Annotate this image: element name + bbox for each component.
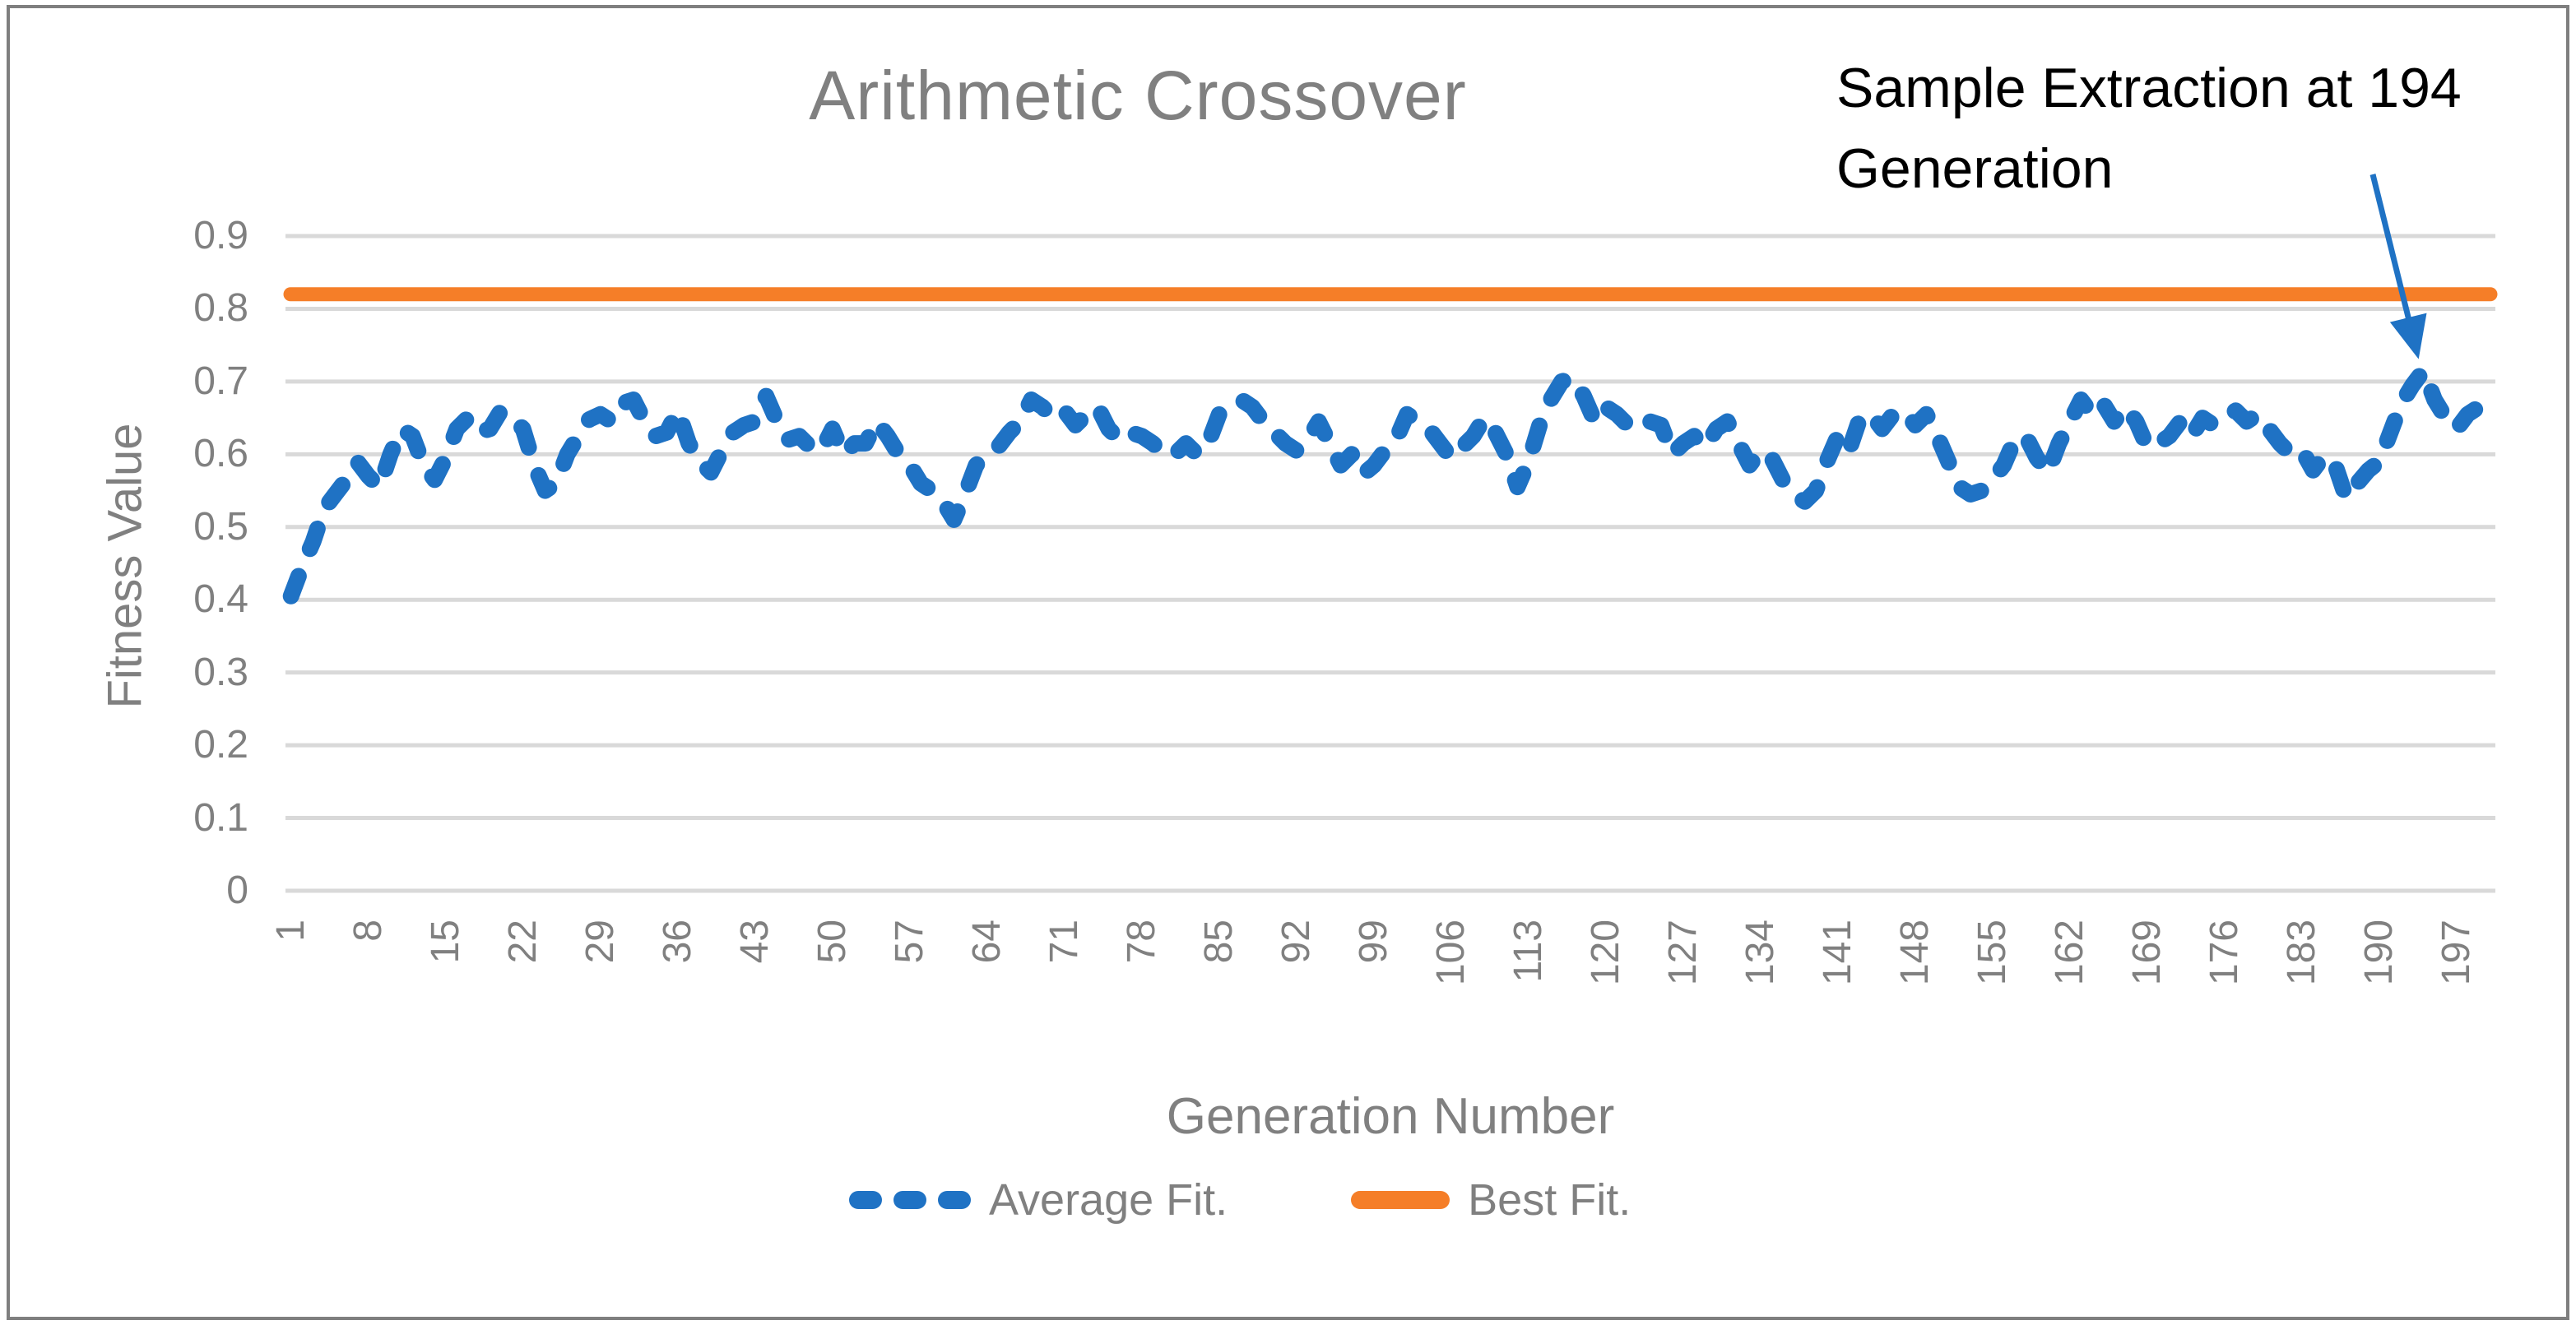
x-axis-title: Generation Number xyxy=(1166,1088,1615,1145)
legend-item-best-fit: Best Fit. xyxy=(1351,1174,1631,1225)
y-tick-label: 0 xyxy=(226,869,248,912)
x-tick-label: 15 xyxy=(423,920,467,964)
x-tick-label: 8 xyxy=(346,920,390,942)
x-tick-label: 148 xyxy=(1892,920,1937,986)
x-tick-label: 141 xyxy=(1815,920,1859,986)
y-tick-label: 0.8 xyxy=(193,286,248,331)
annotation-text: Sample Extraction at 194 Generation xyxy=(1836,48,2576,209)
annotation-arrow-shaft xyxy=(2369,174,2413,327)
x-tick-label: 113 xyxy=(1506,920,1550,983)
x-tick-label: 134 xyxy=(1738,920,1782,986)
x-tick-label: 29 xyxy=(578,920,622,964)
x-tick-label: 78 xyxy=(1119,920,1163,964)
annotation-line-2: Generation xyxy=(1836,137,2114,200)
x-tick-label: 1 xyxy=(268,920,313,942)
x-tick-label: 36 xyxy=(655,920,699,964)
x-tick-label: 197 xyxy=(2434,920,2478,986)
legend-item-average-fit: Average Fit. xyxy=(849,1174,1228,1225)
average-fit-line xyxy=(282,362,2499,605)
chart-border xyxy=(7,5,2569,1320)
best-fit-solid-swatch xyxy=(1351,1191,1450,1209)
x-tick-label: 50 xyxy=(810,920,854,964)
y-tick-label: 0.1 xyxy=(193,795,248,840)
legend-label-best-fit: Best Fit. xyxy=(1468,1175,1631,1225)
y-tick-label: 0.2 xyxy=(193,723,248,767)
x-tick-label: 43 xyxy=(732,920,777,964)
average-fit-dashed-swatch xyxy=(849,1191,971,1209)
x-tick-label: 183 xyxy=(2279,920,2323,986)
x-tick-label: 85 xyxy=(1196,920,1241,964)
legend-label-average-fit: Average Fit. xyxy=(989,1175,1228,1225)
y-tick-label: 0.4 xyxy=(193,577,248,622)
x-tick-label: 71 xyxy=(1042,920,1086,964)
x-tick-label: 169 xyxy=(2124,920,2169,986)
x-tick-label: 106 xyxy=(1428,920,1473,986)
x-tick-label: 120 xyxy=(1583,920,1627,986)
x-tick-label: 22 xyxy=(500,920,545,964)
y-tick-label: 0.9 xyxy=(193,214,248,257)
x-tick-label: 92 xyxy=(1274,920,1318,964)
x-tick-label: 57 xyxy=(887,920,931,964)
y-tick-label: 0.3 xyxy=(193,650,248,694)
y-tick-label: 0.5 xyxy=(193,504,248,549)
y-tick-label: 0.6 xyxy=(193,432,248,476)
legend: Average Fit. Best Fit. xyxy=(849,1174,1631,1225)
x-tick-label: 176 xyxy=(2202,920,2246,986)
x-tick-label: 190 xyxy=(2356,920,2401,986)
x-tick-label: 99 xyxy=(1351,920,1395,964)
y-tick-label: 0.7 xyxy=(193,359,248,403)
x-tick-label: 127 xyxy=(1660,920,1705,986)
chart-title: Arithmetic Crossover xyxy=(809,57,1467,134)
annotation-arrow-head xyxy=(2389,313,2427,359)
annotation-line-1: Sample Extraction at 194 xyxy=(1836,57,2462,119)
x-tick-label: 64 xyxy=(964,920,1009,964)
x-tick-label: 155 xyxy=(1970,920,2014,986)
x-tick-label: 162 xyxy=(2047,920,2091,986)
